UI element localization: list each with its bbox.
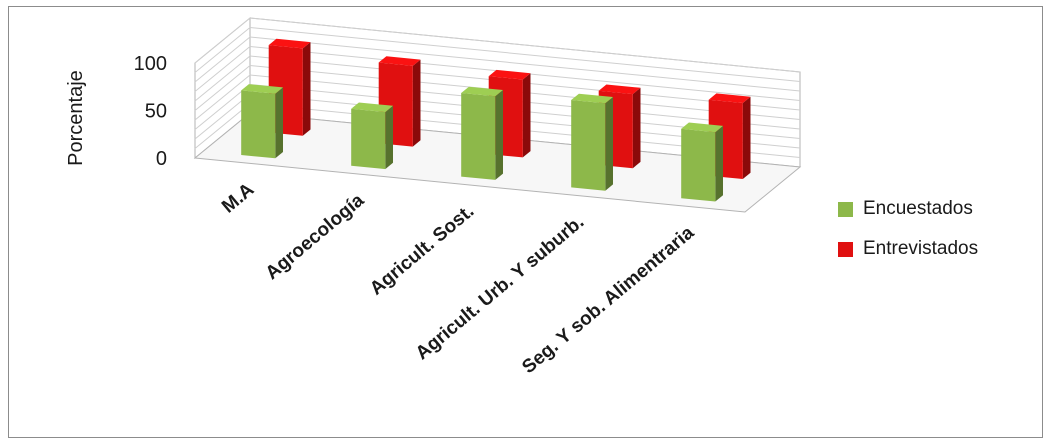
- y-axis-label: Porcentaje: [65, 70, 87, 166]
- bar-side: [302, 42, 311, 136]
- bar: [681, 128, 716, 202]
- x-tick-label: Agroecología: [262, 190, 369, 284]
- chart-legend: Encuestados Entrevistados: [838, 196, 978, 276]
- bar-top: [351, 102, 393, 113]
- gridline: [194, 26, 801, 82]
- legend-label-encuestados: Encuestados: [863, 198, 973, 219]
- x-tick-label: M.A: [218, 179, 258, 218]
- bar-side: [275, 87, 283, 159]
- bar-top: [268, 38, 311, 49]
- bar-top: [681, 122, 723, 133]
- bar-top: [598, 84, 641, 95]
- legend-swatch-entrevistados: [838, 241, 853, 257]
- y-tick-label: 50: [145, 101, 167, 123]
- bar-top: [241, 84, 283, 94]
- bar-side: [522, 73, 531, 158]
- y-tick-label: 0: [156, 148, 167, 170]
- gridline: [194, 45, 801, 101]
- bar-side: [495, 90, 503, 180]
- gridline: [194, 36, 801, 92]
- bar-side: [742, 96, 751, 179]
- bar-top: [461, 86, 503, 97]
- bar-side: [412, 59, 421, 147]
- bar: [351, 108, 386, 170]
- legend-label-entrevistados: Entrevistados: [863, 238, 979, 259]
- bar: [571, 100, 606, 191]
- bar: [241, 90, 276, 159]
- bar: [461, 93, 496, 180]
- legend-swatch-encuestados: [838, 201, 853, 217]
- bar-side: [385, 105, 393, 170]
- y-tick-label: 100: [134, 53, 167, 75]
- bar-side: [605, 97, 613, 191]
- bar-top: [571, 93, 613, 104]
- x-tick-label: Agricult. Sost.: [366, 201, 478, 300]
- gridline: [194, 17, 801, 73]
- legend-item-entrevistados: Entrevistados: [838, 236, 978, 262]
- bar-top: [378, 56, 421, 66]
- bar-side: [632, 87, 641, 169]
- legend-item-encuestados: Encuestados: [838, 196, 978, 222]
- bar-top: [708, 93, 751, 103]
- bar-top: [488, 69, 531, 80]
- bar-side: [715, 125, 723, 202]
